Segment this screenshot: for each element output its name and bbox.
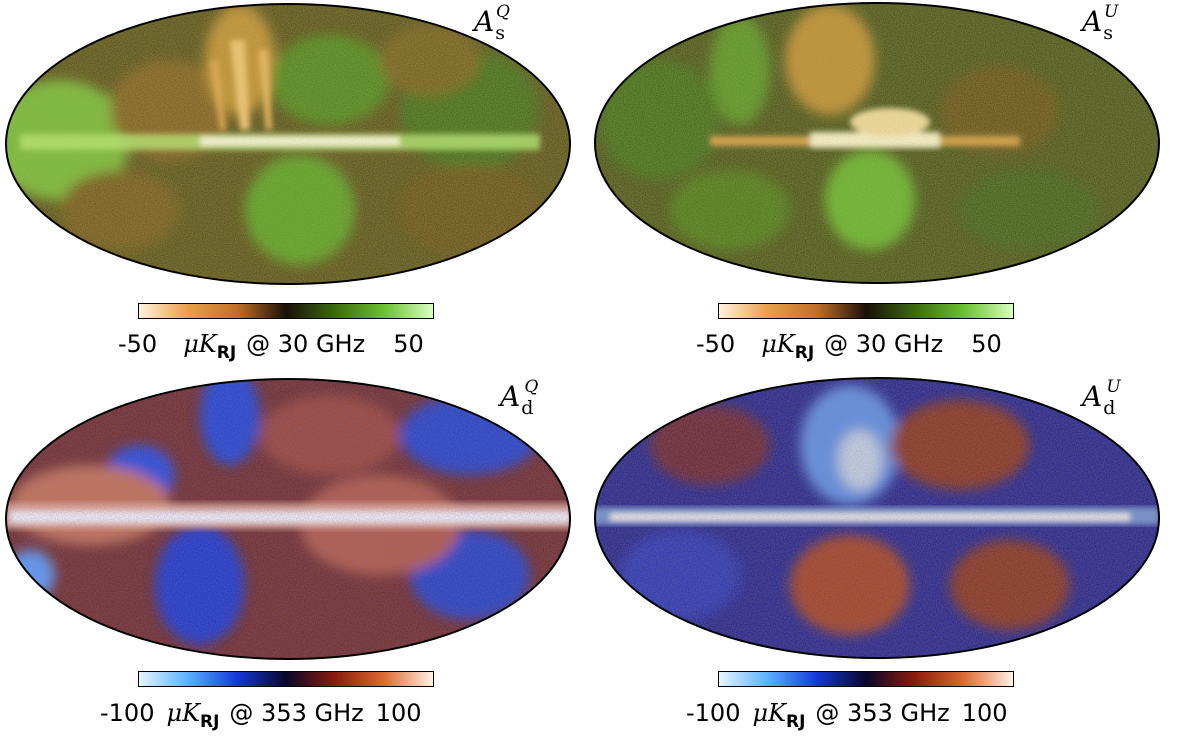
colorbar-unit: μK [752, 699, 786, 727]
colorbar-dust-u [718, 671, 1014, 687]
mollweide-map-sync-q [5, 3, 571, 285]
label-sub: d [1103, 397, 1116, 419]
panel-dust-u: AdU -100 μK RJ @ 353 GHz 100 [580, 375, 1160, 745]
colorbar-max: 50 [971, 330, 1002, 358]
label-sup: U [1106, 377, 1121, 397]
sync-u-sky [595, 3, 1159, 283]
label-main: A [500, 380, 521, 413]
colorbar-unit-sub: RJ [200, 712, 220, 732]
label-main: A [1082, 380, 1103, 413]
mollweide-map-dust-u [594, 377, 1160, 659]
colorbar-dust-q [138, 671, 434, 687]
dust-u-sky [595, 378, 1159, 658]
label-sup: Q [496, 2, 510, 22]
colorbar-unit-sub: RJ [216, 343, 237, 363]
sync-q-sky [6, 4, 570, 284]
colorbar-labels-dust-q: -100 μK RJ @ 353 GHz 100 [100, 699, 422, 733]
label-sub: s [495, 22, 505, 44]
panel-dust-q: AdQ -100 μK RJ @ 353 GHz 100 [0, 375, 580, 745]
colorbar-sync-u [718, 303, 1014, 319]
colorbar-unit-sub: RJ [786, 712, 806, 732]
colorbar-labels-sync-q: -50 μK RJ @ 30 GHz 50 [118, 330, 424, 364]
colorbar-freq: @ 353 GHz [815, 699, 950, 727]
map-label-sync-q: AsQ [474, 4, 510, 43]
colorbar-freq: @ 30 GHz [246, 330, 366, 358]
colorbar-unit: μK [761, 330, 795, 358]
panel-sync-u: AsU -50 μK RJ @ 30 GHz 50 [580, 0, 1160, 370]
label-main: A [1082, 5, 1103, 38]
colorbar-unit: μK [183, 330, 217, 358]
colorbar-max: 100 [961, 699, 1008, 727]
map-label-dust-q: AdQ [500, 379, 538, 418]
colorbar-min: -50 [118, 330, 158, 358]
colorbar-max: 100 [375, 699, 422, 727]
mollweide-map-sync-u [594, 2, 1160, 284]
colorbar-max: 50 [393, 330, 424, 358]
label-sup: U [1104, 2, 1119, 22]
label-sup: Q [524, 377, 539, 397]
label-main: A [474, 5, 495, 38]
colorbar-min: -100 [100, 699, 155, 727]
colorbar-labels-dust-u: -100 μK RJ @ 353 GHz 100 [686, 699, 1008, 733]
colorbar-unit: μK [166, 699, 200, 727]
colorbar-sync-q [138, 303, 434, 319]
panel-sync-q: AsQ -50 μK RJ @ 30 GHz 50 [0, 0, 580, 370]
colorbar-unit-sub: RJ [794, 343, 815, 363]
label-sub: s [1103, 22, 1113, 44]
colorbar-freq: @ 353 GHz [229, 699, 364, 727]
colorbar-min: -50 [696, 330, 736, 358]
colorbar-freq: @ 30 GHz [824, 330, 944, 358]
colorbar-min: -100 [686, 699, 741, 727]
map-label-dust-u: AdU [1082, 379, 1121, 418]
label-sub: d [521, 397, 534, 419]
map-label-sync-u: AsU [1082, 4, 1118, 43]
dust-q-sky [6, 379, 570, 659]
mollweide-map-dust-q [5, 378, 571, 660]
colorbar-labels-sync-u: -50 μK RJ @ 30 GHz 50 [696, 330, 1002, 364]
